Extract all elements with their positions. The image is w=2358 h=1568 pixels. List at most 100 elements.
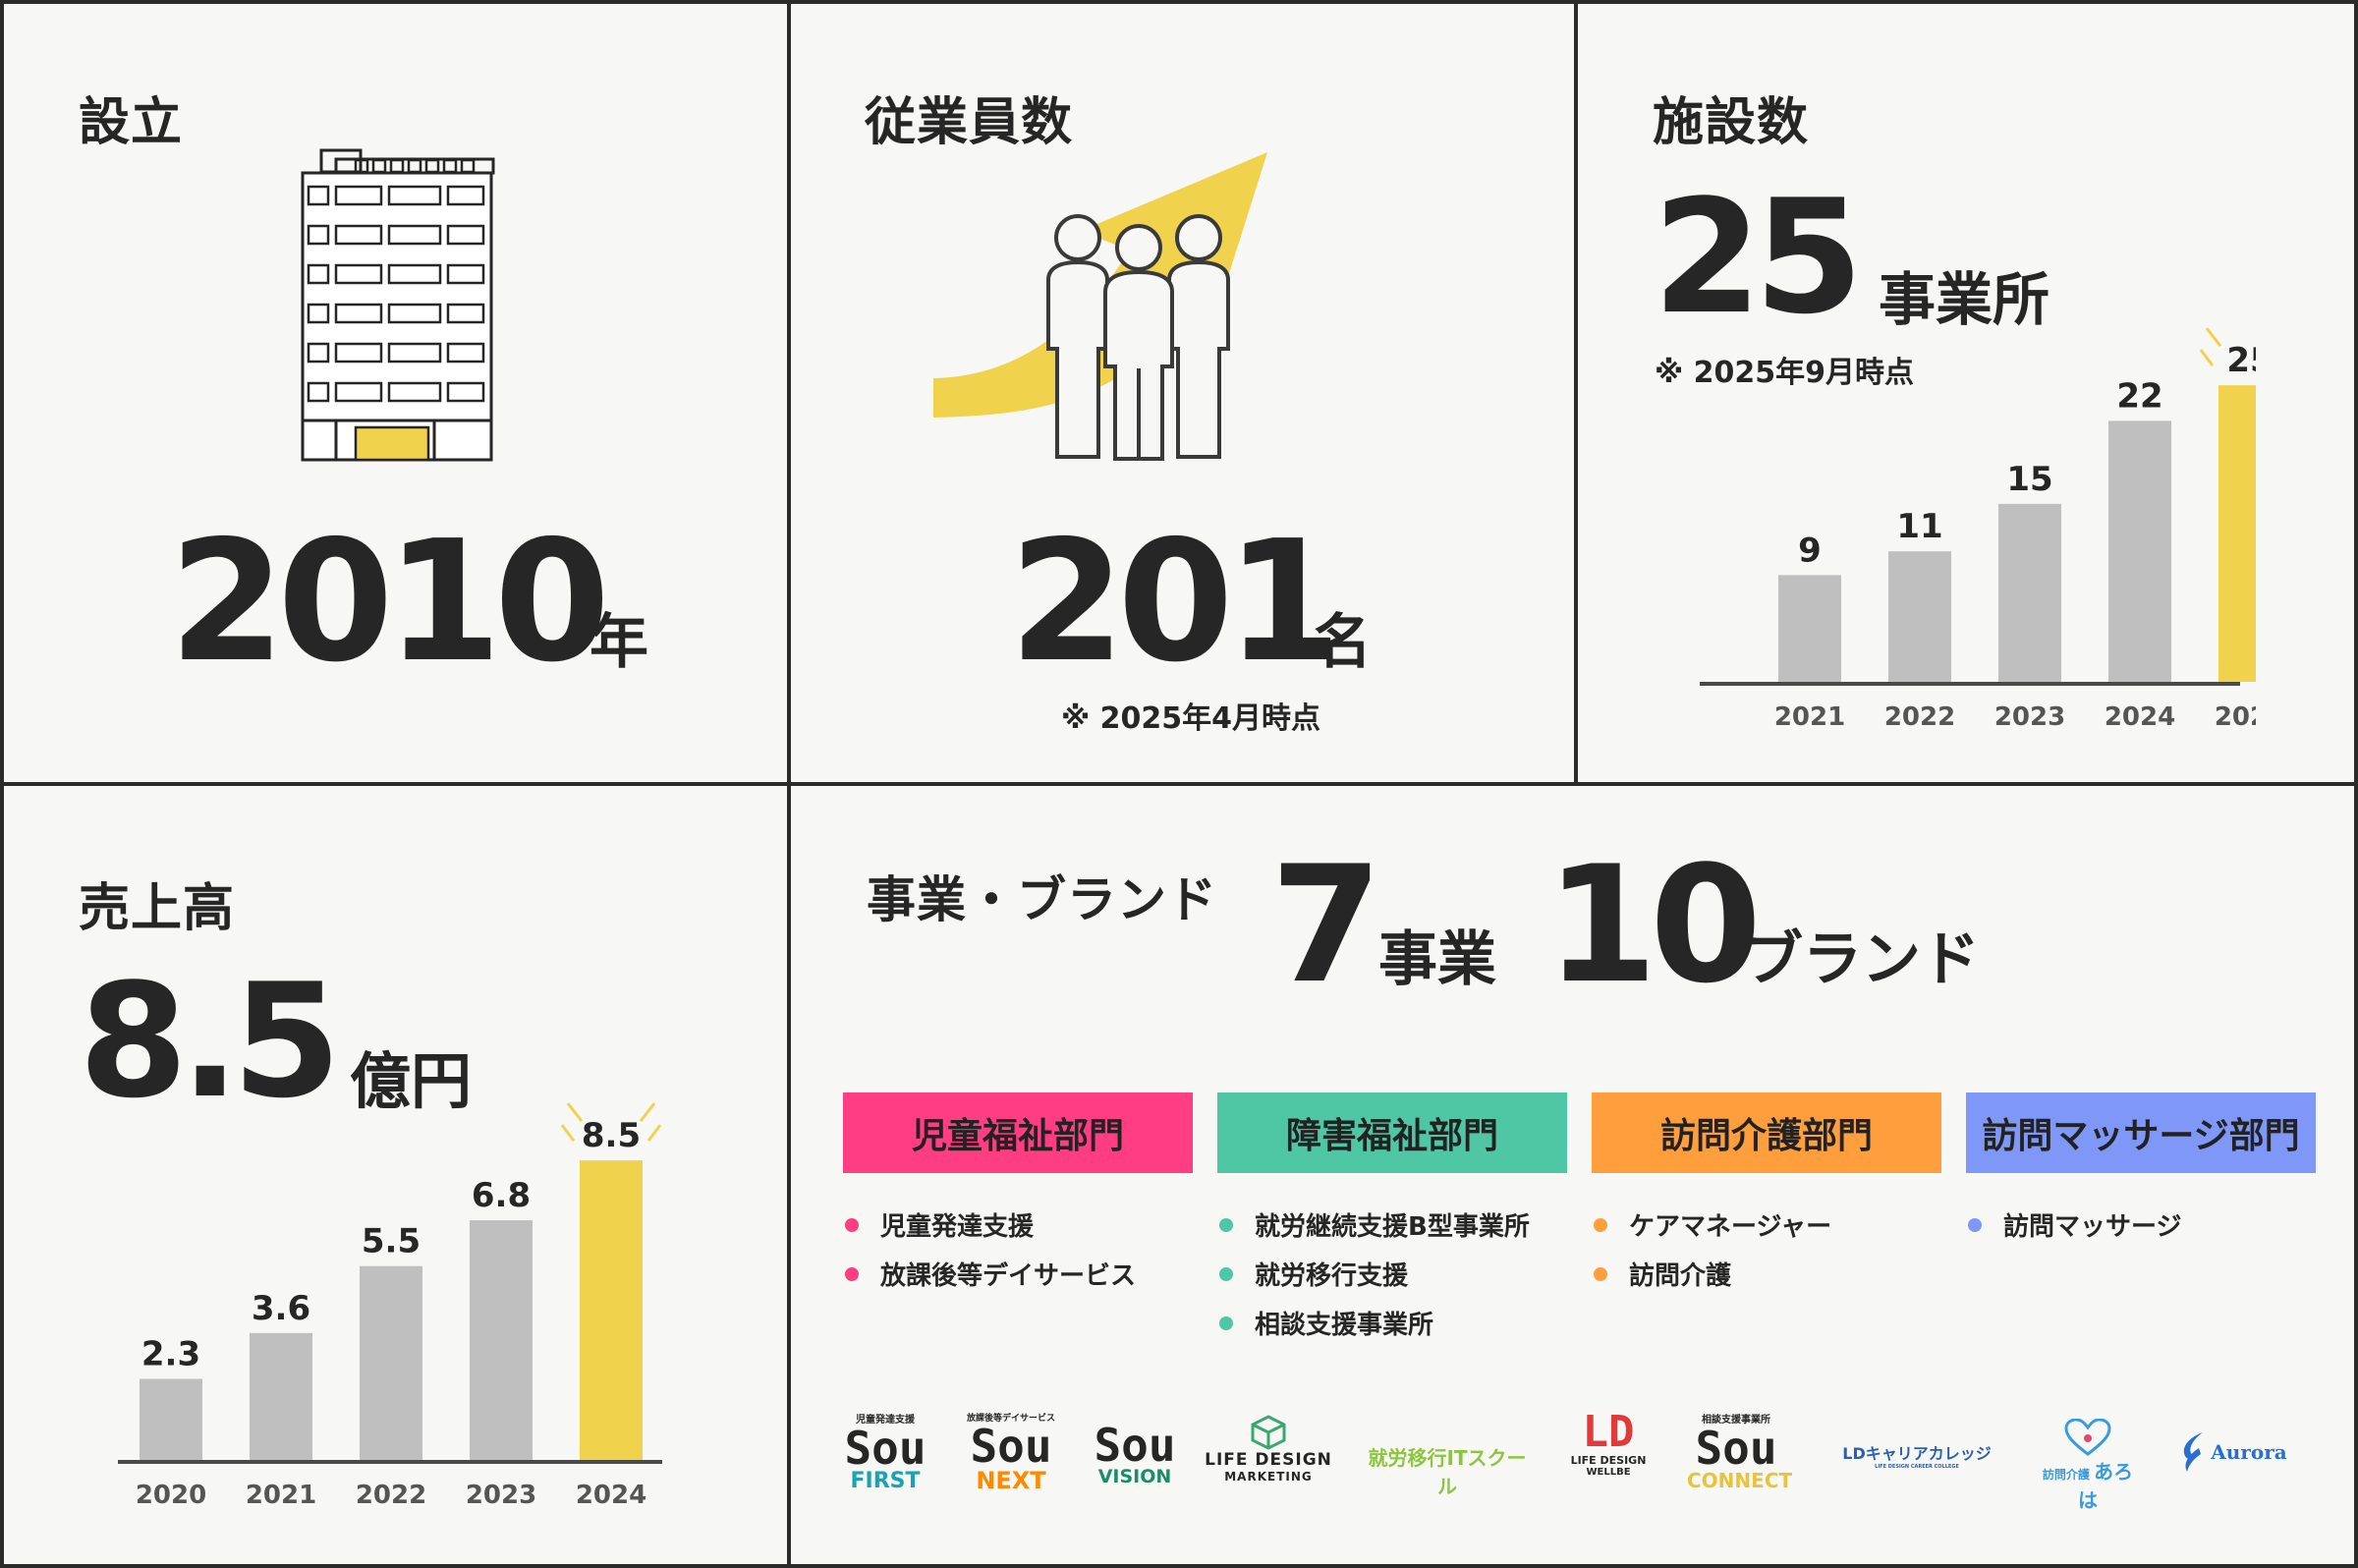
bullet-dot <box>1594 1217 1607 1232</box>
facilities-chart-tick-label: 2023 <box>1994 702 2065 732</box>
service-label: 訪問マッサージ <box>2003 1212 2182 1242</box>
facilities-chart-value-label: 9 <box>1798 531 1822 570</box>
established-panel: 設立 2010 年 <box>0 0 788 784</box>
sales-chart-sparkle <box>639 1102 656 1123</box>
sales-chart-value-label: 3.6 <box>252 1289 310 1328</box>
facilities-chart-tick-label: 2022 <box>1884 702 1955 732</box>
brand-unit: ブランド <box>1744 925 1980 994</box>
cube-icon <box>1251 1415 1286 1450</box>
department-home-massage: 訪問マッサージ部門 <box>1966 1092 2316 1173</box>
sales-chart-bar <box>360 1265 422 1460</box>
employees-unit: 名 <box>1313 608 1372 677</box>
heart-icon <box>2064 1419 2111 1456</box>
facilities-chart-tick-label: 2025 <box>2215 702 2256 732</box>
brand-count: 10 <box>1545 831 1762 1019</box>
facilities-panel: 施設数 25 事業所 ※ 2025年9月時点 9 2021 11 2022 15 2023… <box>1578 0 2354 784</box>
service-label: 訪問介護 <box>1629 1261 1732 1291</box>
service-item: 放課後等デイサービス <box>845 1256 1136 1292</box>
service-label: 放課後等デイサービス <box>880 1261 1137 1291</box>
employees-panel: 従業員数 201 名 ※ 2025年4月時点 <box>791 0 1574 784</box>
sales-chart-tick-label: 2023 <box>466 1481 536 1510</box>
bullet-dot <box>1968 1217 1982 1232</box>
employees-title: 従業員数 <box>865 93 1074 152</box>
department-child-welfare: 児童福祉部門 <box>843 1092 1193 1173</box>
service-label: 就労移行支援 <box>1255 1261 1409 1291</box>
facilities-title: 施設数 <box>1653 93 1810 152</box>
sales-chart-value-label: 6.8 <box>472 1176 531 1215</box>
brand-logo-sou-next: 放課後等デイサービス Sou NEXT <box>966 1414 1055 1494</box>
sales-chart-tick-label: 2024 <box>576 1481 646 1510</box>
facilities-chart-tick-label: 2021 <box>1774 702 1845 732</box>
facilities-chart-bar <box>1888 551 1951 682</box>
sales-chart: 2.3 2020 3.6 2021 5.5 2022 6.8 2023 8.5 2024 <box>118 1102 662 1510</box>
service-item: 就労継続支援B型事業所 <box>1219 1206 1530 1243</box>
facilities-chart-value-label: 25 <box>2226 341 2256 380</box>
employees-value: 201 <box>1009 505 1342 700</box>
sales-chart-value-label: 5.5 <box>362 1222 421 1261</box>
brand-logo-sou-vision: Sou VISION <box>1094 1419 1176 1487</box>
service-item: 就労移行支援 <box>1219 1256 1408 1292</box>
brand-logo-life-design-wellbe: LD LIFE DESIGN WELLBE <box>1557 1407 1659 1479</box>
bullet-dot <box>845 1266 859 1281</box>
brand-logo-ld-career-college: LDキャリアカレッジ LIFE DESIGN CAREER COLLEGE <box>1842 1444 1992 1470</box>
facilities-chart-sparkle <box>2199 349 2215 367</box>
ld-mark-icon: LD <box>1582 1407 1635 1457</box>
sales-unit: 億円 <box>350 1045 473 1117</box>
brand-logo-sou-connect: 相談支援事業所 Sou CONNECT <box>1687 1415 1793 1492</box>
bullet-dot <box>845 1217 859 1232</box>
brand-logo-life-design-marketing: LIFE DESIGN MARKETING <box>1200 1415 1337 1484</box>
established-value: 2010 <box>169 505 610 700</box>
aurora-swirl-icon <box>2184 1432 2204 1472</box>
sales-panel: 売上高 8.5 億円 2.3 2020 3.6 2021 5.5 2022 6.8 2023 8… <box>0 786 788 1564</box>
facilities-chart-value-label: 11 <box>1896 507 1942 546</box>
sales-chart-sparkle <box>560 1124 576 1143</box>
department-disability-welfare: 障害福祉部門 <box>1217 1092 1567 1173</box>
service-item: 訪問介護 <box>1594 1256 1731 1292</box>
brand-logo-aloha: 訪問介護 あろは <box>2037 1419 2139 1513</box>
facilities-chart-bar <box>1998 503 2061 682</box>
sales-chart-tick-label: 2022 <box>356 1481 426 1510</box>
brand-logo-it-school: 就労移行ITスクール <box>1368 1446 1527 1498</box>
sales-chart-bar <box>140 1378 202 1460</box>
sales-title: 売上高 <box>79 879 236 938</box>
service-item: ケアマネージャー <box>1594 1206 1831 1243</box>
sales-chart-bar <box>250 1332 312 1460</box>
service-item: 訪問マッサージ <box>1968 1206 2181 1243</box>
department-home-care: 訪問介護部門 <box>1592 1092 1941 1173</box>
service-label: 相談支援事業所 <box>1255 1311 1434 1340</box>
office-building-icon <box>301 148 495 462</box>
established-unit: 年 <box>590 608 648 677</box>
business-count: 7 <box>1270 831 1382 1019</box>
sales-chart-tick-label: 2021 <box>246 1481 316 1510</box>
bullet-dot <box>1219 1266 1233 1281</box>
people-growth-arrow-icon <box>933 152 1267 461</box>
facilities-chart-sparkle <box>2205 327 2222 348</box>
facilities-unit: 事業所 <box>1879 266 2050 333</box>
facilities-chart-value-label: 15 <box>2006 460 2052 499</box>
facilities-chart-tick-label: 2024 <box>2105 702 2175 732</box>
sales-chart-tick-label: 2020 <box>136 1481 206 1510</box>
facilities-chart-bar <box>1778 575 1841 682</box>
brand-logo-aurora: Aurora <box>2168 1430 2296 1474</box>
service-label: 児童発達支援 <box>880 1212 1035 1242</box>
sales-chart-sparkle <box>566 1102 584 1123</box>
service-label: ケアマネージャー <box>1629 1212 1832 1242</box>
service-item: 相談支援事業所 <box>1219 1305 1433 1341</box>
sales-value: 8.5 <box>79 949 341 1133</box>
facilities-chart-value-label: 22 <box>2116 376 2162 416</box>
business-title: 事業・ブランド <box>867 871 1217 928</box>
employees-note: ※ 2025年4月時点 <box>1061 701 1320 736</box>
facilities-value: 25 <box>1653 165 1864 349</box>
divider <box>1574 0 1578 784</box>
facilities-note: ※ 2025年9月時点 <box>1655 356 1914 390</box>
service-label: 就労継続支援B型事業所 <box>1255 1212 1530 1242</box>
bullet-dot <box>1219 1217 1233 1232</box>
business-unit: 事業 <box>1378 925 1496 994</box>
bullet-dot <box>1594 1266 1607 1281</box>
facilities-chart-bar <box>2108 420 2171 682</box>
sales-chart-sparkle <box>646 1124 662 1143</box>
sales-chart-bar <box>580 1160 643 1460</box>
bullet-dot <box>1219 1316 1233 1330</box>
divider <box>0 782 2358 786</box>
service-item: 児童発達支援 <box>845 1206 1034 1243</box>
